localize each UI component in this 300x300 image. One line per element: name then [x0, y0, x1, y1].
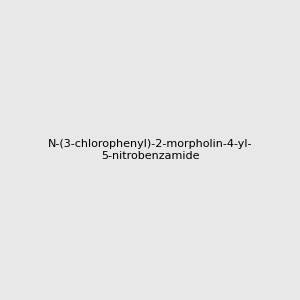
- Text: N-(3-chlorophenyl)-2-morpholin-4-yl-
5-nitrobenzamide: N-(3-chlorophenyl)-2-morpholin-4-yl- 5-n…: [48, 139, 252, 161]
